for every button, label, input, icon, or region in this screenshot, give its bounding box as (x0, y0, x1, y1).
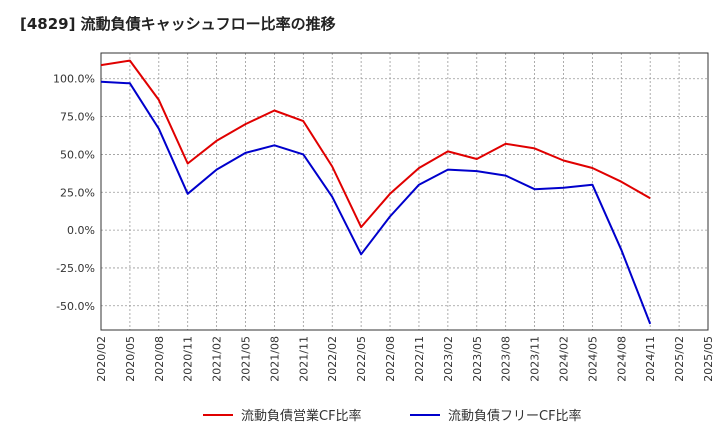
legend-label-free-cf: 流動負債フリーCF比率 (448, 409, 582, 424)
x-tick-label: 2021/11 (297, 336, 310, 382)
x-tick-label: 2024/05 (586, 336, 599, 382)
legend-item-free-cf: 流動負債フリーCF比率 (410, 405, 582, 424)
y-tick-label: 100.0% (53, 73, 95, 86)
x-tick-label: 2020/05 (124, 336, 137, 382)
x-tick-label: 2023/05 (471, 336, 484, 382)
x-tick-label: 2022/02 (326, 336, 339, 382)
y-tick-label: -25.0% (56, 262, 95, 275)
y-tick-label: -50.0% (56, 300, 95, 313)
x-tick-label: 2021/05 (240, 336, 253, 382)
plot-frame (100, 52, 709, 331)
x-tick-label: 2021/02 (211, 336, 224, 382)
x-tick-label: 2023/08 (500, 336, 513, 382)
x-tick-label: 2024/11 (644, 336, 657, 382)
y-tick-label: 75.0% (60, 111, 95, 124)
x-tick-label: 2020/11 (182, 336, 195, 382)
y-tick-label: 25.0% (60, 186, 95, 199)
legend-item-operating-cf: 流動負債営業CF比率 (203, 405, 362, 424)
x-tick-label: 2023/11 (529, 336, 542, 382)
x-tick-label: 2021/08 (268, 336, 281, 382)
x-tick-label: 2024/08 (615, 336, 628, 382)
y-tick-label: 0.0% (67, 224, 95, 237)
series-line-1 (100, 80, 652, 325)
legend-swatch-operating-cf (203, 413, 233, 416)
chart-legend: 流動負債営業CF比率 流動負債フリーCF比率 (0, 405, 720, 427)
x-tick-label: 2025/02 (673, 336, 686, 382)
chart-title: [4829] 流動負債キャッシュフロー比率の推移 (20, 15, 336, 33)
series-line-0 (100, 59, 651, 229)
x-tick-label: 2022/11 (413, 336, 426, 382)
x-tick-label: 2020/08 (153, 336, 166, 382)
x-tick-label: 2022/08 (384, 336, 397, 382)
line-chart: 2020/02 2020/05 2020/08 2020/11 2021/02 2021/… (53, 52, 715, 382)
x-tick-label: 2023/02 (442, 336, 455, 382)
x-tick-label: 2024/02 (557, 336, 570, 382)
x-tick-label: 2020/02 (95, 336, 108, 382)
legend-swatch-free-cf (410, 413, 440, 416)
x-tick-label: 2025/05 (702, 336, 715, 382)
y-tick-label: 50.0% (60, 148, 95, 161)
x-tick-label: 2022/05 (355, 336, 368, 382)
legend-label-operating-cf: 流動負債営業CF比率 (241, 409, 362, 424)
